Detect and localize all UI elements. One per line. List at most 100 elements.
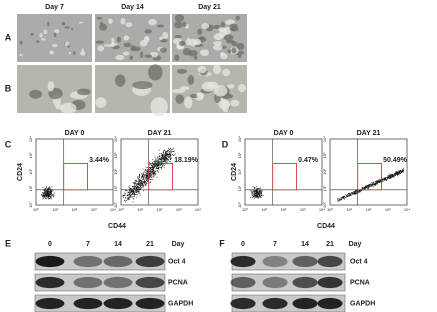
event-dot [398,173,400,174]
event-dot [164,159,166,160]
event-dot [400,171,401,173]
event-dot [137,183,139,185]
event-dot [385,179,387,180]
event-dot [54,192,55,194]
event-dot [47,191,49,193]
event-dot [345,195,347,196]
event-dot [164,163,166,165]
event-dot [389,176,391,178]
cell-colony [222,68,231,77]
event-dot [369,186,371,188]
band [73,255,103,268]
gate-percent: 18.19% [174,157,199,164]
event-dot [145,176,147,178]
event-dot [398,170,400,172]
event-dot [138,180,140,182]
protein-label: Oct 4 [168,258,186,265]
event-dot [149,175,150,177]
event-dot [129,185,131,187]
event-dot [158,166,160,168]
event-dot [159,161,160,163]
event-dot [132,192,133,194]
event-dot [139,180,141,182]
panel-label: B [5,83,12,93]
event-dot [155,168,157,170]
cell-colony [47,21,50,27]
event-dot [138,177,140,179]
event-dot [151,165,153,167]
event-dot [165,160,166,162]
event-dot [399,173,401,175]
event-dot [161,156,163,158]
band [35,297,65,310]
event-dot [252,192,253,194]
event-dot [158,149,160,151]
event-dot [142,185,144,187]
cell-colony [171,89,186,94]
event-dot [136,187,137,189]
event-dot [125,198,127,199]
event-dot [348,195,350,197]
event-dot [130,188,132,189]
event-dot [126,200,128,201]
event-dot [137,190,139,192]
event-dot [149,175,151,177]
event-dot [260,197,262,198]
event-dot [124,192,126,194]
event-dot [162,152,164,154]
event-dot [163,164,165,166]
event-dot [49,190,51,192]
event-dot [352,193,354,195]
event-dot [157,169,159,171]
y-tick-label: 10² [113,168,118,174]
event-dot [164,153,166,154]
event-dot [137,188,139,190]
event-dot [347,193,348,195]
lane-label: 7 [273,241,277,248]
event-dot [129,192,131,194]
cell-colony [150,97,168,117]
event-dot [354,191,356,193]
event-dot [139,187,141,188]
event-dot [356,192,358,194]
band [317,297,343,310]
event-dot [147,169,149,171]
event-dot [166,150,168,152]
event-dot [163,153,164,155]
event-dot [133,198,134,200]
event-dot [253,195,254,197]
event-dot [145,169,146,170]
event-dot [393,176,395,178]
event-dot [128,197,130,198]
event-dot [129,187,131,188]
event-dot [154,163,156,165]
event-dot [164,159,166,161]
event-dot [135,189,137,190]
cell-colony [224,19,235,25]
event-dot [375,182,377,184]
event-dot [403,171,404,173]
event-dot [143,176,144,178]
event-dot [129,194,131,196]
cell-colony [221,100,230,113]
event-dot [403,170,404,172]
event-dot [141,183,143,185]
panel-label: A [5,32,12,42]
event-dot [356,191,358,193]
event-dot [256,197,258,198]
event-dot [136,188,137,190]
event-dot [159,153,161,154]
event-dot [124,194,126,196]
event-dot [162,156,163,157]
event-dot [138,184,140,186]
cell-colony [81,48,85,52]
x-tick-label: 10⁰ [118,207,124,212]
event-dot [139,193,141,194]
lane-label: 7 [86,241,90,248]
event-dot [166,154,168,156]
event-dot [158,163,160,165]
event-dot [149,178,151,180]
event-dot [134,185,135,186]
event-dot [392,174,394,176]
cell-colony [123,42,132,48]
